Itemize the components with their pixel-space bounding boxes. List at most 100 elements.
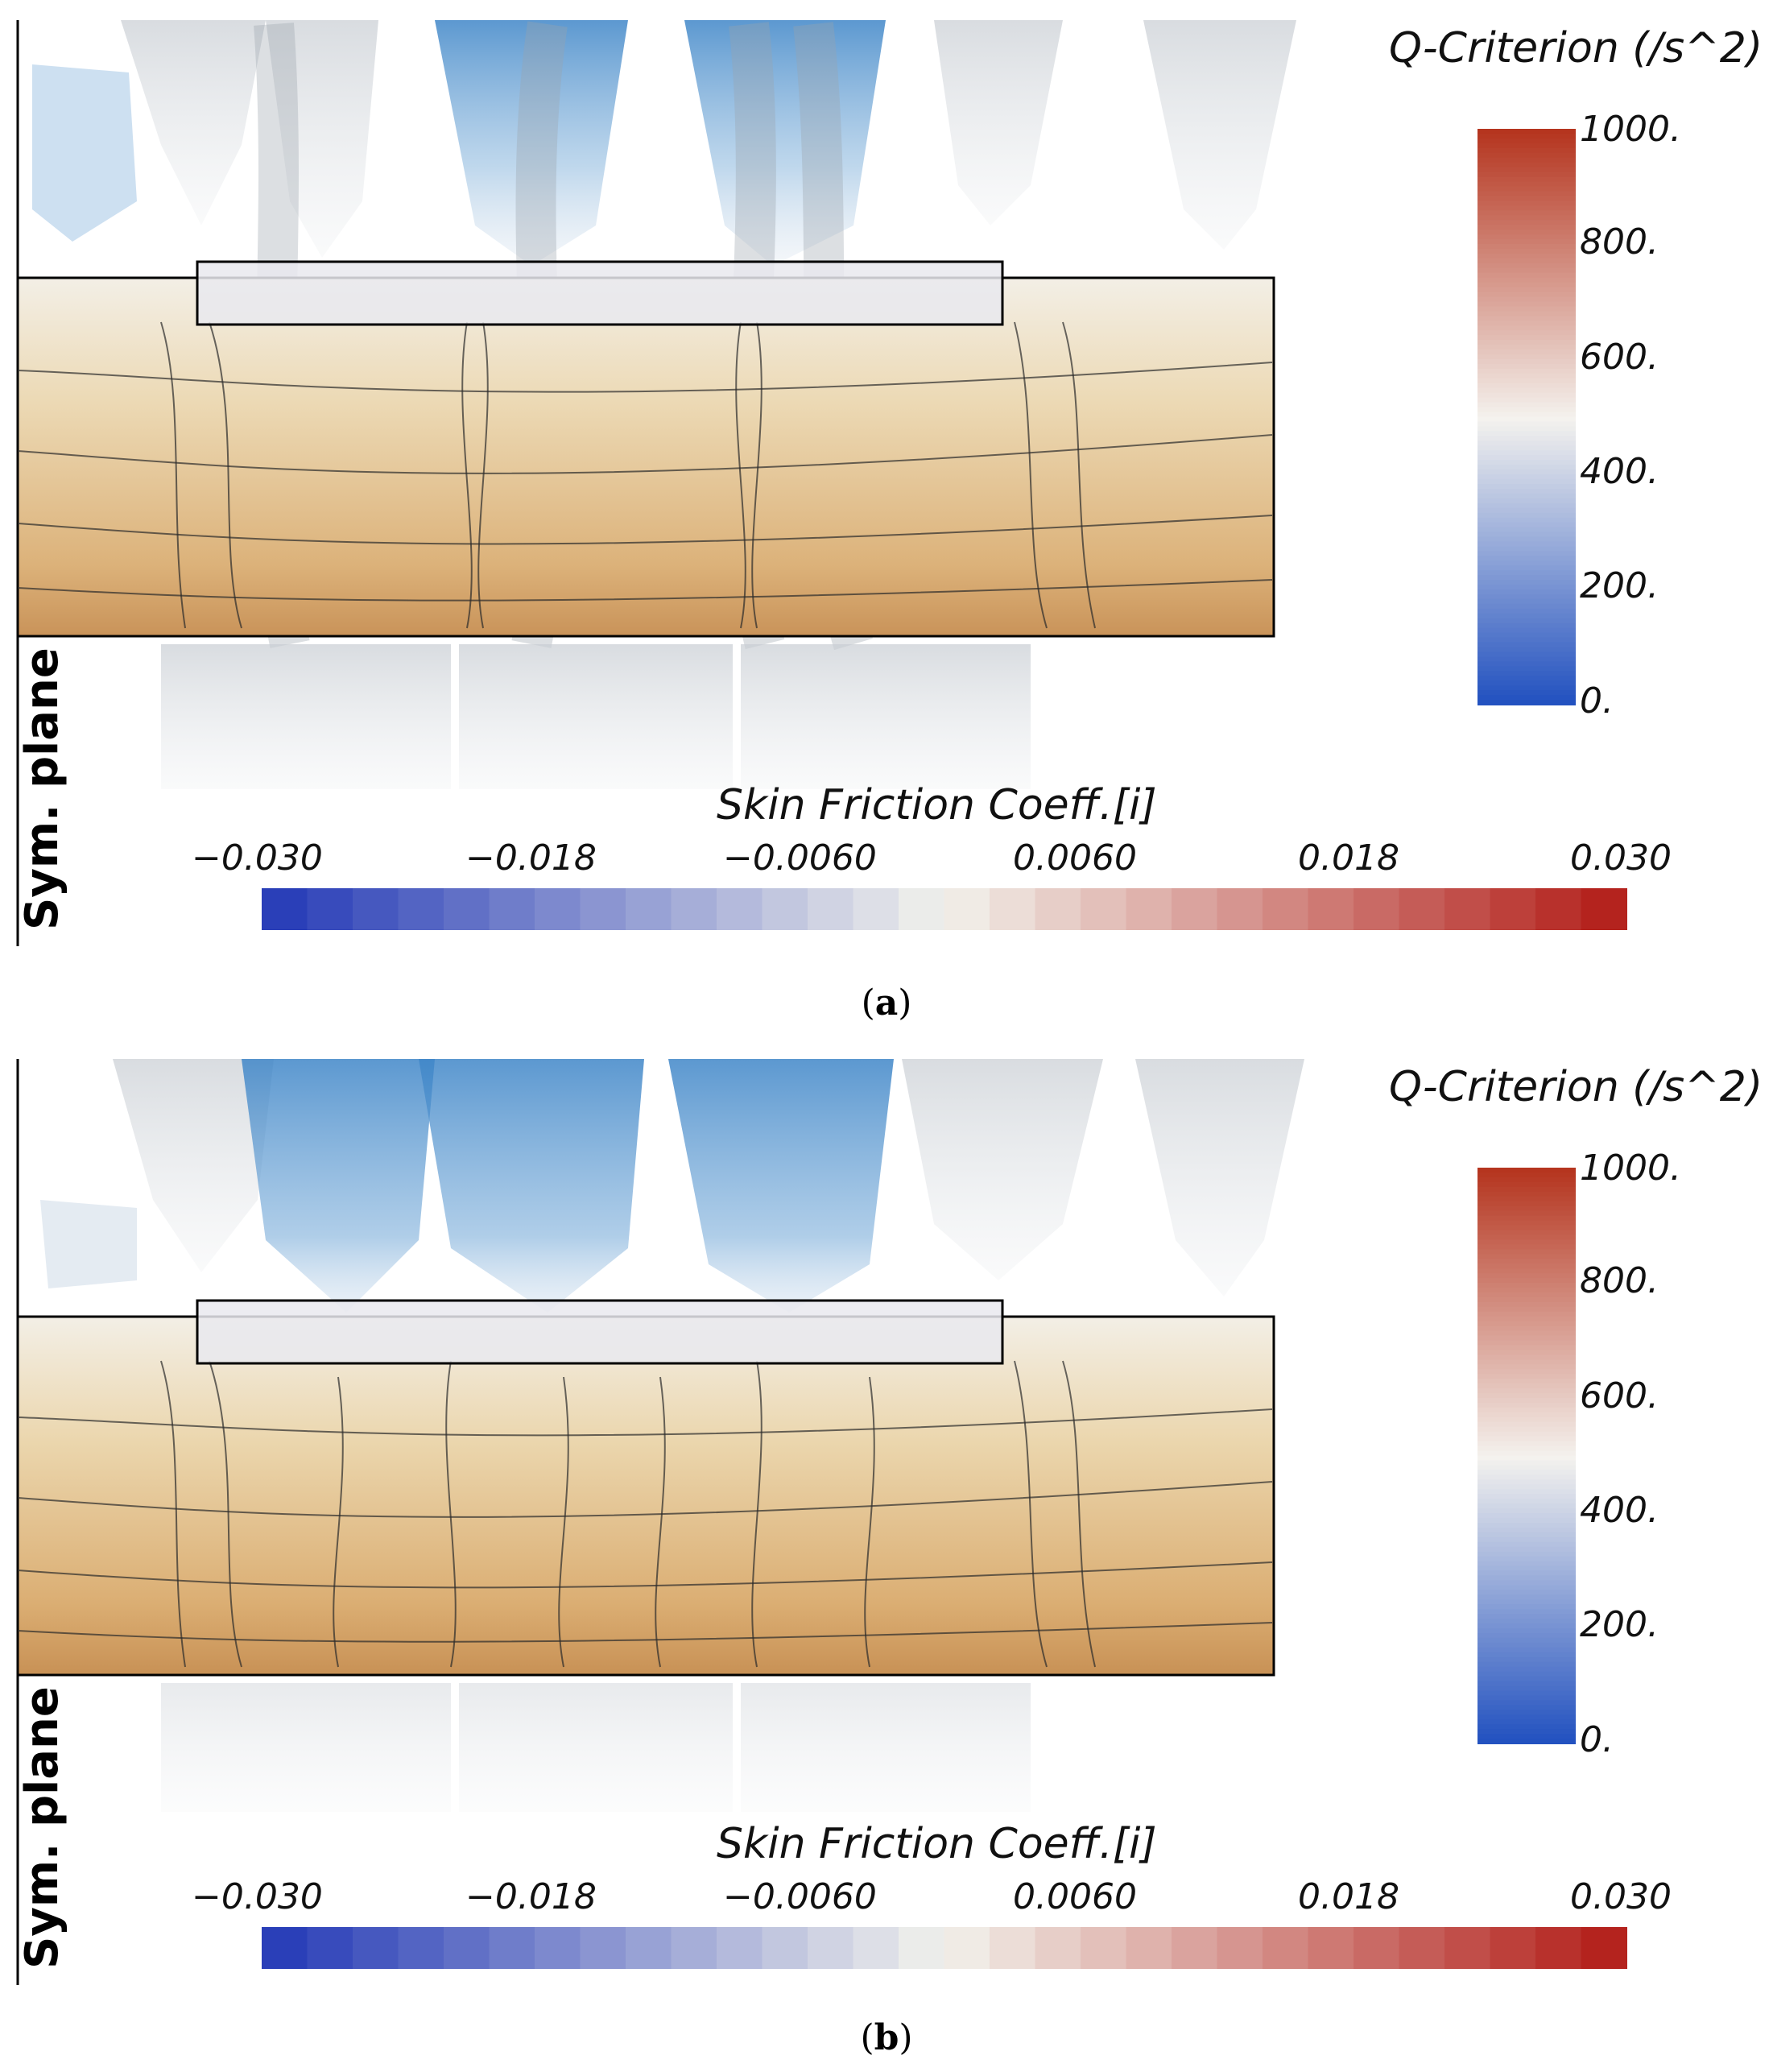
q-colorbar-segment <box>1478 589 1576 595</box>
cf-colorbar-band <box>353 888 399 930</box>
q-colorbar-segment <box>1478 1407 1576 1413</box>
q-colorbar-segment <box>1478 1619 1576 1625</box>
q-colorbar-segment <box>1478 1599 1576 1606</box>
cf-tick-label: 0.018 <box>1298 1876 1399 1917</box>
q-colorbar-segment <box>1478 676 1576 682</box>
cf-colorbar-band <box>717 1927 763 1969</box>
cf-colorbar-band <box>990 888 1036 930</box>
surface-plate <box>16 276 1275 638</box>
q-colorbar-segment <box>1478 1177 1576 1183</box>
q-colorbar-segment <box>1478 157 1576 163</box>
q-colorbar-segment <box>1478 1676 1576 1682</box>
q-colorbar-segment <box>1478 1565 1576 1572</box>
caption-letter: a <box>874 982 899 1024</box>
q-colorbar-segment <box>1478 1470 1576 1476</box>
q-colorbar-segment <box>1478 1426 1576 1433</box>
q-colorbar-segment <box>1478 1575 1576 1582</box>
q-colorbar-segment <box>1478 162 1576 168</box>
q-colorbar-segment <box>1478 272 1576 279</box>
cf-colorbar-band <box>1490 1927 1536 1969</box>
cf-colorbar-band <box>489 888 535 930</box>
cf-colorbar-band <box>580 1927 626 1969</box>
cf-colorbar-band <box>1217 888 1263 930</box>
flow-visualization-a <box>16 20 1627 946</box>
q-colorbar-segment <box>1478 522 1576 528</box>
q-colorbar-segment <box>1478 1186 1576 1193</box>
q-colorbar-segment <box>1478 1681 1576 1687</box>
q-colorbar-segment <box>1478 695 1576 701</box>
q-colorbar-segment <box>1478 1330 1576 1337</box>
q-colorbar-segment <box>1478 325 1576 332</box>
cf-colorbar-band <box>398 1927 444 1969</box>
q-colorbar-segment <box>1478 1311 1576 1317</box>
q-colorbar-segment <box>1478 1416 1576 1423</box>
cf-tick-label: −0.018 <box>465 837 597 879</box>
cf-tick-label: −0.030 <box>192 1876 323 1917</box>
q-colorbar-segment <box>1478 244 1576 250</box>
q-colorbar-segment <box>1478 1695 1576 1702</box>
q-colorbar-segment <box>1478 248 1576 254</box>
q-colorbar-segment <box>1478 436 1576 442</box>
q-colorbar-segment <box>1478 1465 1576 1471</box>
cf-colorbar-band <box>762 1927 808 1969</box>
q-colorbar-segment <box>1478 1398 1576 1404</box>
cf-colorbar-band <box>1354 1927 1400 1969</box>
q-colorbar-segment <box>1478 363 1576 370</box>
q-colorbar-segment <box>1478 598 1576 605</box>
q-colorbar-segment <box>1478 671 1576 677</box>
q-colorbar-segment <box>1478 292 1576 298</box>
q-colorbar-segment <box>1478 685 1576 692</box>
q-colorbar-segment <box>1478 1637 1576 1644</box>
q-colorbar-segment <box>1478 407 1576 413</box>
cf-colorbar-band <box>1444 1927 1491 1969</box>
cf-tick-label: 0.030 <box>1570 1876 1672 1917</box>
q-colorbar-segment <box>1478 1632 1576 1639</box>
skin-friction-title: Skin Friction Coeff.[i] <box>717 781 1157 829</box>
q-colorbar-segment <box>1478 1546 1576 1553</box>
q-colorbar-segment <box>1478 1642 1576 1648</box>
cf-tick-label: 0.018 <box>1298 837 1399 879</box>
q-colorbar-segment <box>1478 1609 1576 1615</box>
q-colorbar-segment <box>1478 580 1576 586</box>
q-colorbar-segment <box>1478 205 1576 212</box>
panel-a: Q-Criterion (/s^2) 1000. 800. 600. 400. … <box>0 0 1773 966</box>
q-colorbar-segment <box>1478 546 1576 552</box>
q-colorbar-segment <box>1478 585 1576 590</box>
cf-colorbar-band <box>944 888 990 930</box>
q-colorbar-segment <box>1478 498 1576 504</box>
q-colorbar-segment <box>1478 1656 1576 1663</box>
cf-colorbar-band <box>535 888 581 930</box>
q-colorbar-segment <box>1478 1254 1576 1260</box>
q-colorbar-segment <box>1478 335 1576 341</box>
cf-tick-label: 0.0060 <box>1013 837 1137 879</box>
q-colorbar-segment <box>1478 1671 1576 1677</box>
cf-colorbar-band <box>1081 888 1127 930</box>
q-colorbar-segment <box>1478 1729 1576 1735</box>
q-colorbar-segment <box>1478 570 1576 577</box>
q-colorbar-segment <box>1478 210 1576 217</box>
q-colorbar-segment <box>1478 1172 1576 1178</box>
q-colorbar-segment <box>1478 1710 1576 1716</box>
q-colorbar-segment <box>1478 1364 1576 1371</box>
q-colorbar-segment <box>1478 1259 1576 1265</box>
q-colorbar-segment <box>1478 277 1576 283</box>
skin-friction-colorbar <box>262 888 1627 930</box>
flow-visualization-b <box>16 1059 1627 1985</box>
q-colorbar-segment <box>1478 1263 1576 1270</box>
q-colorbar-segment <box>1478 493 1576 499</box>
q-colorbar-segment <box>1478 474 1576 480</box>
q-colorbar-segment <box>1478 383 1576 389</box>
cf-colorbar-band <box>1172 1927 1218 1969</box>
symmetry-plane-label: Sym. plane <box>16 647 68 930</box>
cf-colorbar-band <box>1081 1927 1127 1969</box>
lower-vortex-structures <box>161 1683 1031 1812</box>
q-colorbar-segment <box>1478 359 1576 365</box>
cf-tick-label: 0.0060 <box>1013 1876 1137 1917</box>
cf-tick-label: 0.030 <box>1570 837 1672 879</box>
q-colorbar-segment <box>1478 541 1576 548</box>
q-colorbar-segment <box>1478 147 1576 154</box>
cf-tick-label: −0.0060 <box>723 837 877 879</box>
q-colorbar-segment <box>1478 613 1576 619</box>
caption-letter: b <box>874 2017 899 2058</box>
q-colorbar-segment <box>1478 230 1576 236</box>
